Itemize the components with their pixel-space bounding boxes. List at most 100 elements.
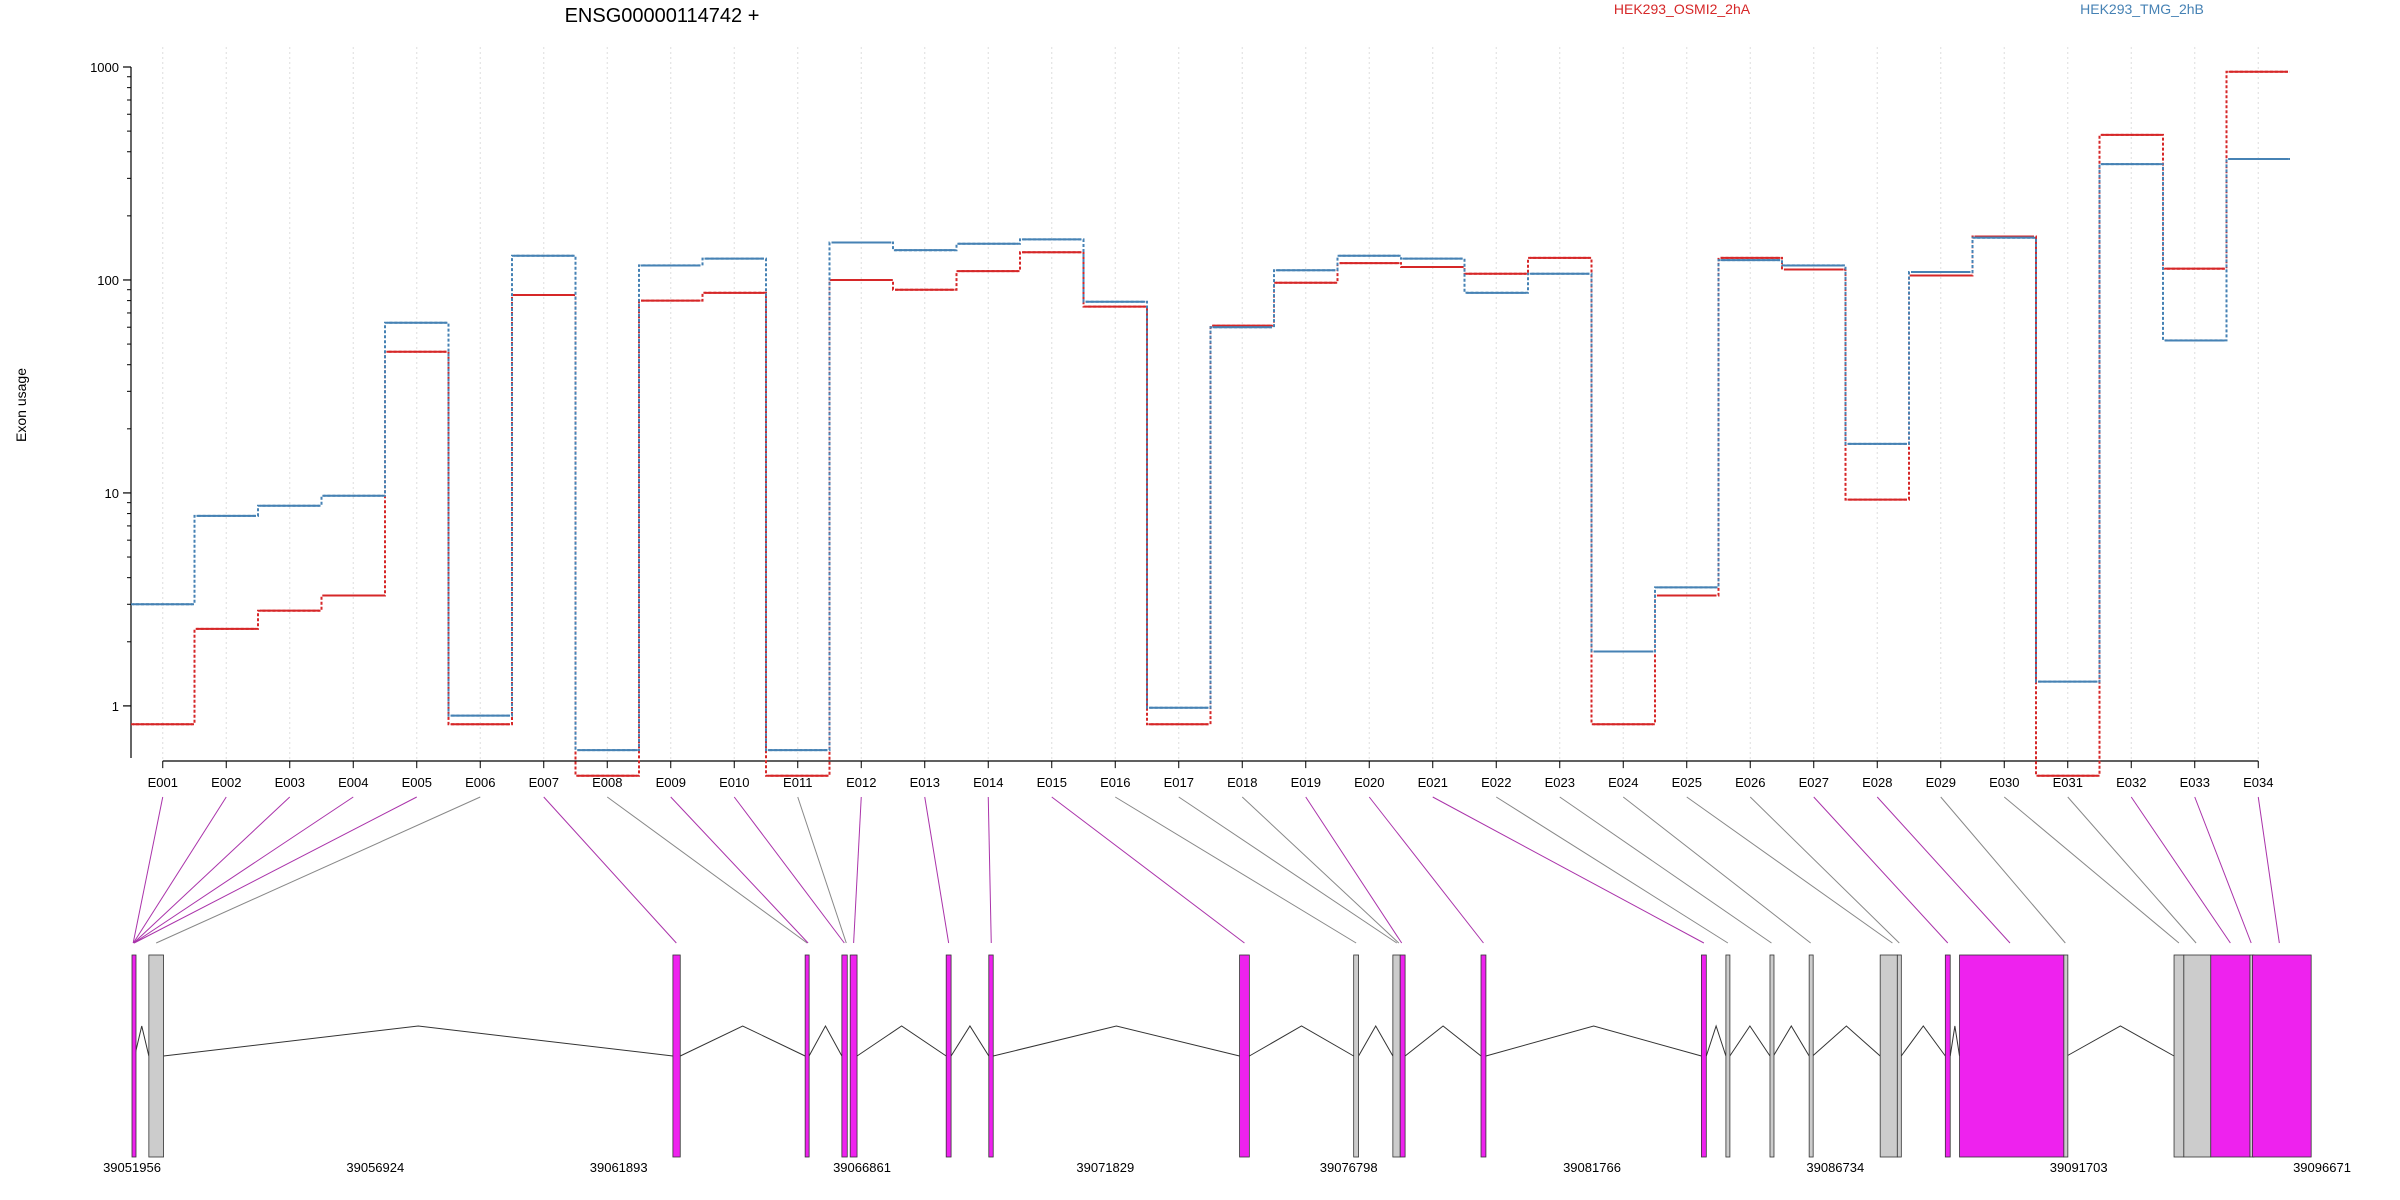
exon-block-highlight <box>2210 954 2251 1158</box>
exon-connector <box>1940 796 2066 944</box>
exon-block-highlight <box>849 954 858 1158</box>
grid-lines <box>162 47 2259 770</box>
x-tick-label: E009 <box>656 775 686 790</box>
coordinate-label: 39081766 <box>1563 1160 1621 1175</box>
exon-connector <box>1686 796 1893 944</box>
intron-line <box>1772 1025 1810 1057</box>
exon-block <box>1392 954 1401 1158</box>
x-tick-labels: E001 E002 E003 E004 E005 E006 E007 E008 E009 E010… <box>148 761 2273 790</box>
exon-connector <box>1178 796 1398 944</box>
exon-connector <box>733 796 845 944</box>
intron-line <box>808 1024 843 1057</box>
coordinate-label: 39086734 <box>1806 1160 1864 1175</box>
coordinate-label: 39056924 <box>346 1160 404 1175</box>
intron-line <box>856 1025 947 1057</box>
x-tick-label: E001 <box>148 775 178 790</box>
exon-connector <box>2257 796 2280 944</box>
exon-connector <box>2130 796 2231 944</box>
x-tick-label: E005 <box>402 775 432 790</box>
exon-connector <box>1495 796 1729 944</box>
exon-block <box>1896 954 1902 1158</box>
exon-connector <box>133 796 291 944</box>
intron-line <box>950 1025 990 1057</box>
exon-block-highlight <box>841 954 848 1158</box>
x-tick-label: E018 <box>1227 775 1257 790</box>
exon-block-highlight <box>1399 954 1406 1158</box>
intron-line <box>163 1025 673 1057</box>
intron-line <box>1249 1025 1354 1057</box>
exon-connector <box>1051 796 1245 944</box>
intron-line <box>1729 1025 1771 1057</box>
exon-connector <box>133 796 354 944</box>
exon-block <box>1879 954 1898 1158</box>
x-tick-label: E002 <box>211 775 241 790</box>
x-tick-label: E031 <box>2053 775 2083 790</box>
exon-block <box>1353 954 1359 1158</box>
exon-connector <box>1559 796 1772 944</box>
x-tick-label: E025 <box>1672 775 1702 790</box>
y-tick-label: 1000 <box>90 60 119 75</box>
exon-block <box>1725 954 1731 1158</box>
coordinate-label: 39061893 <box>590 1160 648 1175</box>
x-tick-label: E013 <box>910 775 940 790</box>
x-tick-label: E034 <box>2243 775 2273 790</box>
x-tick-label: E026 <box>1735 775 1765 790</box>
exon-connector <box>853 796 862 944</box>
exon-connector <box>987 796 992 944</box>
series-line <box>131 158 2290 752</box>
x-tick-label: E019 <box>1291 775 1321 790</box>
exon-block <box>2173 954 2185 1158</box>
exon-connector <box>2003 796 2180 944</box>
x-tick-label: E004 <box>338 775 368 790</box>
exon-connector <box>1813 796 1949 944</box>
x-tick-label: E017 <box>1164 775 1194 790</box>
x-tick-label: E006 <box>465 775 495 790</box>
x-tick-label: E030 <box>1989 775 2019 790</box>
chart-title: ENSG00000114742 + <box>565 5 760 27</box>
exon-connector <box>132 796 227 944</box>
gene-model <box>131 954 2312 1158</box>
y-tick-label: 1 <box>112 699 119 714</box>
x-tick-label: E023 <box>1545 775 1575 790</box>
exon-block-highlight <box>988 954 994 1158</box>
y-tick-label: 100 <box>97 273 119 288</box>
coordinate-label: 39071829 <box>1076 1160 1134 1175</box>
exon-connector <box>133 796 417 944</box>
exon-block <box>1769 954 1775 1158</box>
coordinate-label: 39096671 <box>2293 1160 2351 1175</box>
axes: 1 10 100 1000 <box>90 60 2259 762</box>
x-tick-label: E015 <box>1037 775 1067 790</box>
exon-connector <box>1305 796 1403 944</box>
intron-line <box>993 1025 1240 1057</box>
x-tick-label: E016 <box>1100 775 1130 790</box>
x-tick-label: E020 <box>1354 775 1384 790</box>
exon-connector <box>2194 796 2252 944</box>
exon-block-highlight <box>1944 954 1951 1158</box>
exon-connector <box>1432 796 1705 944</box>
coordinate-label: 39091703 <box>2050 1160 2108 1175</box>
legend-series-tmg: HEK293_TMG_2hB <box>2080 1 2204 17</box>
x-tick-label: E022 <box>1481 775 1511 790</box>
x-tick-label: E003 <box>275 775 305 790</box>
coordinate-label: 39066861 <box>833 1160 891 1175</box>
intron-line <box>680 1025 806 1057</box>
exon-block-highlight <box>131 954 137 1158</box>
x-tick-label: E032 <box>2116 775 2146 790</box>
exon-block <box>2183 954 2212 1158</box>
intron-line <box>2066 1025 2175 1057</box>
exon-block-highlight <box>945 954 952 1158</box>
exon-connector <box>670 796 809 944</box>
x-tick-label: E024 <box>1608 775 1638 790</box>
y-axis-label: Exon usage <box>13 368 29 442</box>
exon-connector <box>1241 796 1400 944</box>
intron-line <box>1900 1025 1946 1057</box>
exon-connector <box>1749 796 1900 944</box>
exon-connector <box>797 796 847 944</box>
exon-connectors <box>132 796 2280 944</box>
genomic-coordinate-labels: 39051956 39056924 39061893 39066861 39071829… <box>103 1160 2351 1175</box>
intron-line <box>134 1025 150 1057</box>
intron-line <box>1705 1024 1727 1057</box>
intron-line <box>1812 1025 1881 1057</box>
exon-block-highlight <box>804 954 810 1158</box>
